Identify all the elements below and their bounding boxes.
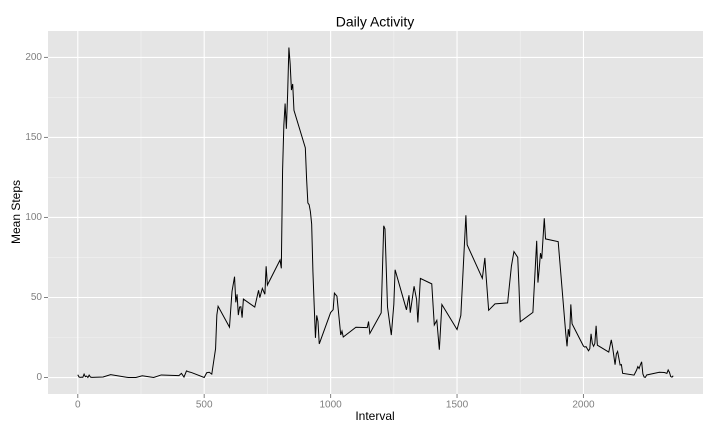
y-tick-label: 150 <box>25 132 42 143</box>
data-line <box>77 47 674 379</box>
y-tick-label: 0 <box>36 372 42 383</box>
x-tick-label: 1000 <box>319 400 342 411</box>
x-tick-label: 2000 <box>572 400 595 411</box>
y-tick-label: 50 <box>31 292 43 303</box>
y-tick-label: 200 <box>25 52 42 63</box>
chart-title: Daily Activity <box>336 14 415 30</box>
plot-panel <box>48 31 703 394</box>
x-tick-label: 0 <box>75 400 81 411</box>
y-tick-label: 100 <box>25 212 42 223</box>
x-axis-label: Interval <box>355 409 394 423</box>
x-tick-label: 1500 <box>446 400 469 411</box>
y-axis-label: Mean Steps <box>9 180 23 244</box>
x-tick-label: 500 <box>196 400 213 411</box>
